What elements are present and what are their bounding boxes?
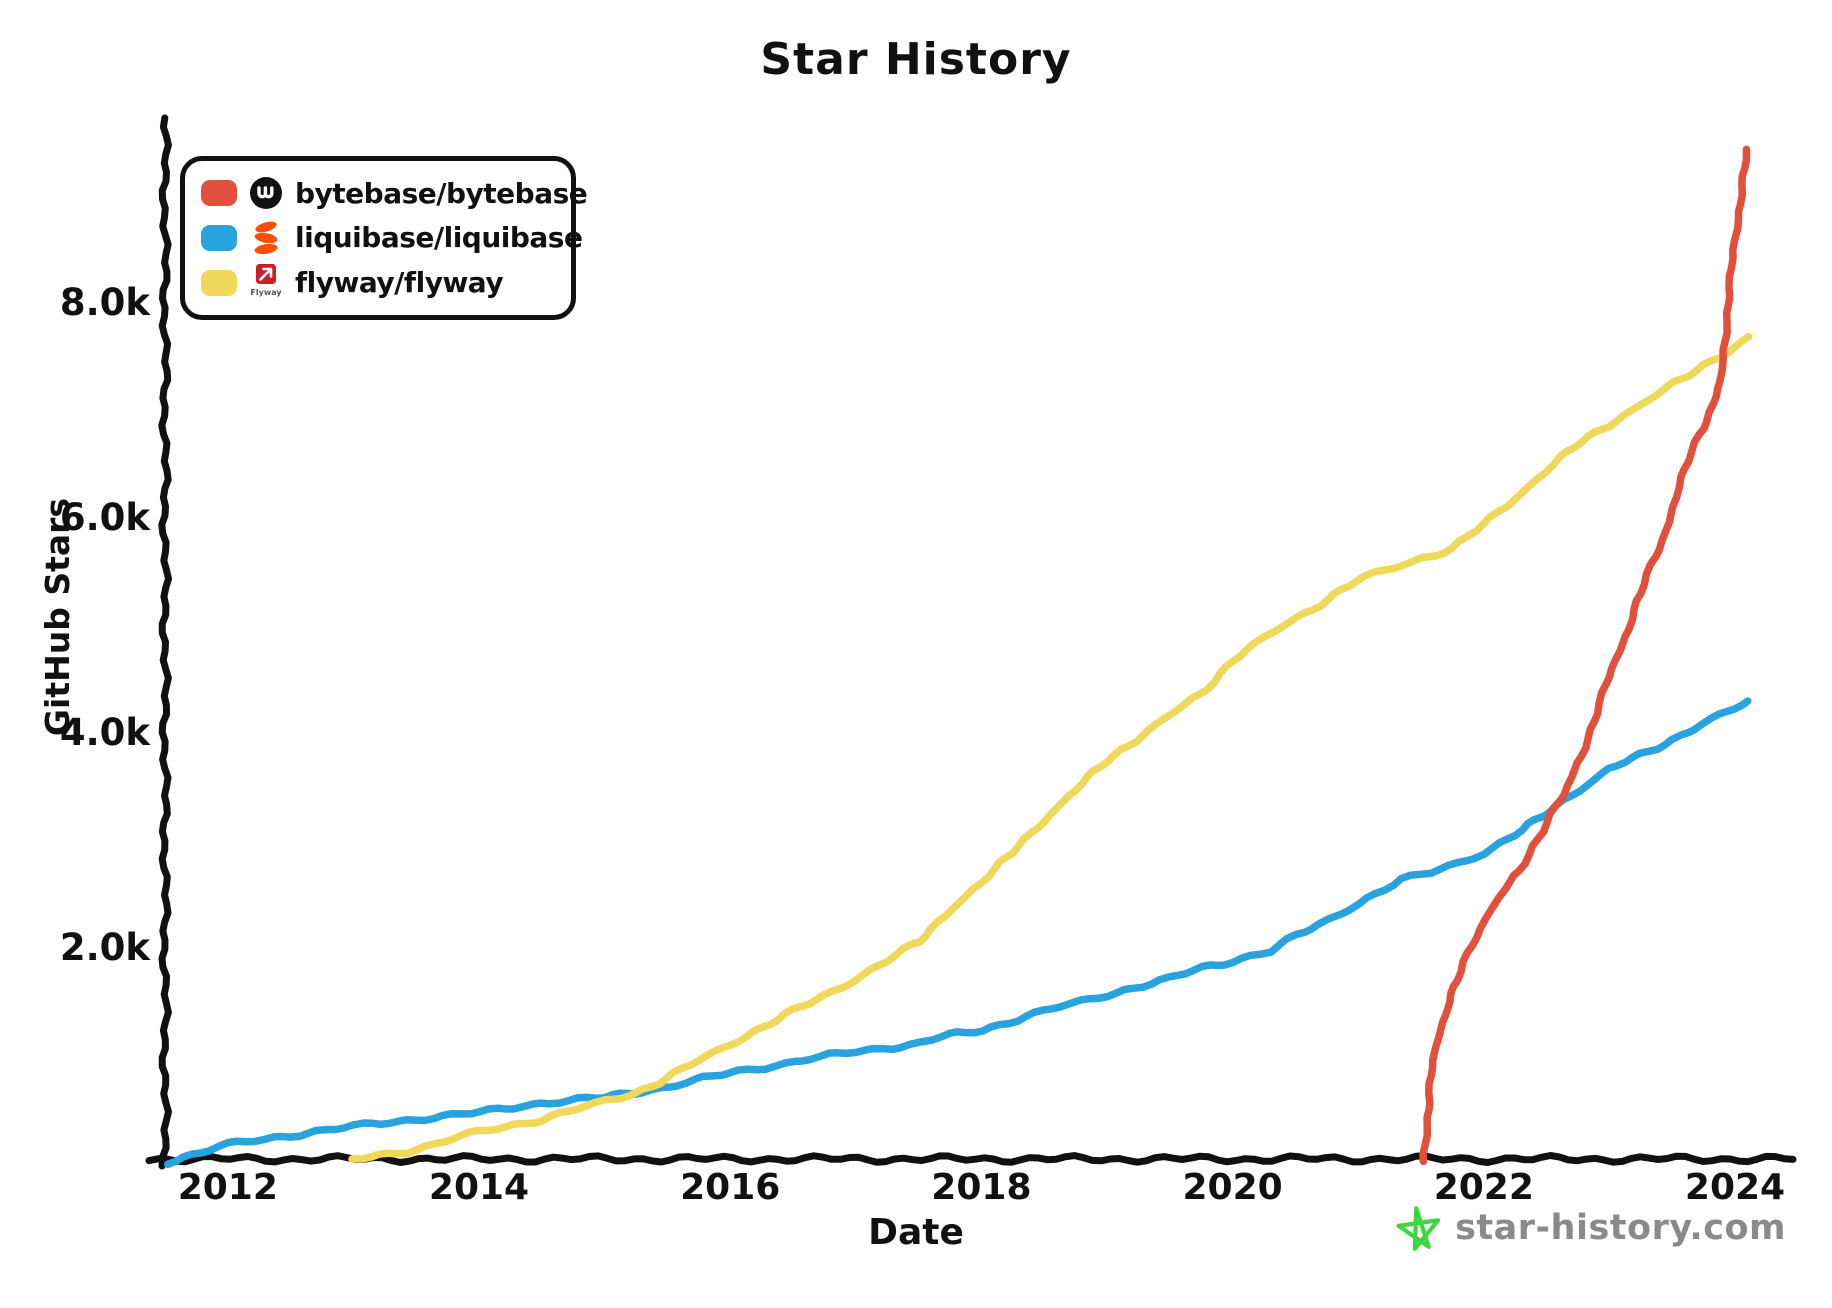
x-axis-line [145,1152,1797,1166]
legend-label-liquibase: liquibase/liquibase [295,221,583,255]
legend-label-flyway: flyway/flyway [295,266,504,300]
y-tick-label-2.0k: 2.0k [60,926,152,969]
x-tick-label-2012: 2012 [178,1167,278,1208]
x-tick-label-2020: 2020 [1182,1167,1282,1208]
liquibase-logo-icon [248,218,284,258]
footer-site-text[interactable]: star-history.com [1455,1208,1786,1248]
star-history-star-icon [1395,1204,1443,1252]
footer-branding[interactable]: star-history.com [1395,1204,1786,1252]
svg-text:Flyway: Flyway [250,288,282,297]
y-axis-line [158,114,172,1170]
flyway-color-swatch [201,269,237,296]
y-tick-label-4.0k: 4.0k [60,711,152,754]
flyway-logo-icon: Flyway [248,263,284,303]
legend-item-bytebase: bytebase/bytebase [201,173,588,213]
series-line-flyway-flyway [348,332,1753,1163]
x-axis-title: Date [868,1212,964,1253]
chart-title: Star History [760,34,1072,85]
legend-item-flyway: Flyway flyway/flyway [201,263,555,303]
bytebase-logo-icon [248,173,284,213]
y-tick-label-8.0k: 8.0k [60,281,152,324]
x-tick-label-2022: 2022 [1434,1167,1534,1208]
x-tick-label-2024: 2024 [1685,1167,1785,1208]
legend-item-liquibase: liquibase/liquibase [201,218,583,258]
y-tick-label-6.0k: 6.0k [60,496,152,539]
liquibase-color-swatch [201,224,237,251]
legend-label-bytebase: bytebase/bytebase [295,176,588,210]
series-line-bytebase-bytebase [1419,145,1751,1166]
legend: bytebase/bytebase liquibase/liquibase Fl… [180,156,588,320]
x-tick-label-2014: 2014 [429,1167,529,1208]
x-tick-label-2016: 2016 [680,1167,780,1208]
x-tick-label-2018: 2018 [931,1167,1031,1208]
series-line-liquibase-liquibase [164,697,1752,1169]
bytebase-color-swatch [201,180,237,207]
